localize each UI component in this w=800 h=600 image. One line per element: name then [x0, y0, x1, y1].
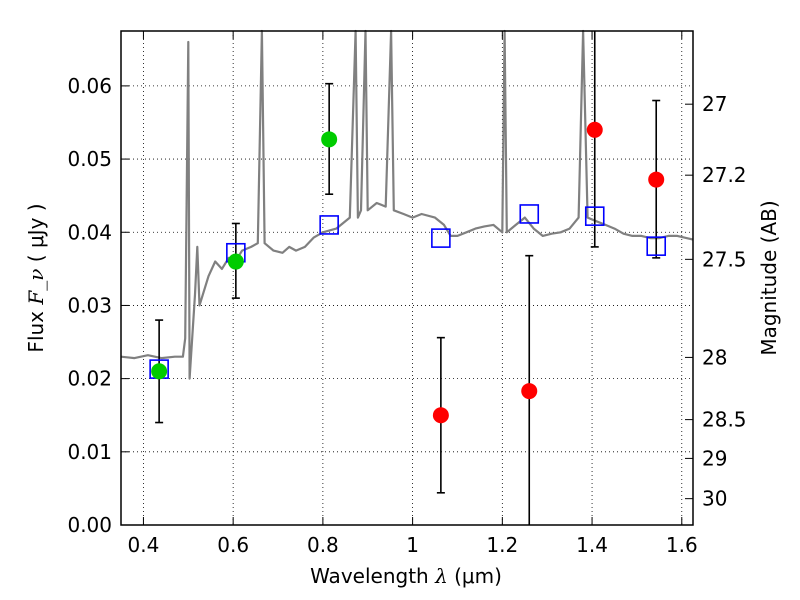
y-tick-label: 0.00 [67, 513, 112, 537]
y-axis-ticks: 0.00 0.01 0.02 0.03 0.04 0.05 0.06 [67, 74, 129, 537]
non-detection-marker [521, 383, 538, 400]
x-tick-label: 1.4 [576, 533, 608, 557]
x-tick-label: 1.2 [486, 533, 518, 557]
non-detection-marker [586, 121, 603, 138]
y-tick-label: 0.04 [67, 220, 112, 244]
detection-marker [151, 363, 168, 380]
model-photometry-layer [149, 204, 667, 379]
x-tick-label: 1.6 [666, 533, 698, 557]
y-tick-label: 0.05 [67, 147, 112, 171]
y2-tick-label: 27.5 [702, 247, 747, 271]
non-detection-marker [648, 171, 665, 188]
detection-marker [227, 253, 244, 270]
y2-axis-ticks: 27 27.2 27.5 28 28.5 29 30 [685, 92, 747, 511]
model-square-marker [519, 204, 540, 224]
x-tick-label: 1 [406, 533, 419, 557]
y2-axis-title: Magnitude (AB) [757, 200, 781, 355]
y2-tick-label: 30 [702, 487, 727, 511]
y2-tick-label: 28 [702, 345, 727, 369]
y2-tick-label: 27 [702, 92, 727, 116]
sed-model-layer [120, 29, 694, 380]
plot-frame [120, 30, 694, 526]
y2-tick-label: 28.5 [702, 408, 747, 432]
model-square-marker [319, 215, 339, 235]
x-axis-ticks: 0.4 0.6 0.8 1 1.2 1.4 1.6 [128, 31, 698, 557]
y-tick-label: 0.02 [67, 367, 112, 391]
observed-points-layer [151, 121, 665, 424]
y-tick-label: 0.06 [67, 74, 112, 98]
y-tick-label: 0.01 [67, 440, 112, 464]
sed-model-line [120, 29, 694, 380]
x-tick-label: 0.8 [307, 533, 339, 557]
y2-tick-label: 29 [702, 446, 727, 470]
model-square-marker [646, 236, 667, 256]
y2-tick-label: 27.2 [702, 163, 747, 187]
detection-marker [321, 131, 338, 148]
y-axis-title: Flux F_ν ( μJy ) [24, 203, 48, 352]
y-tick-label: 0.03 [67, 293, 112, 317]
model-square-marker [584, 206, 605, 226]
model-square-marker [431, 228, 451, 248]
x-tick-label: 0.6 [217, 533, 249, 557]
non-detection-marker [432, 407, 449, 424]
x-tick-label: 0.4 [128, 533, 160, 557]
x-axis-title: Wavelength λ (μm) [310, 564, 502, 588]
